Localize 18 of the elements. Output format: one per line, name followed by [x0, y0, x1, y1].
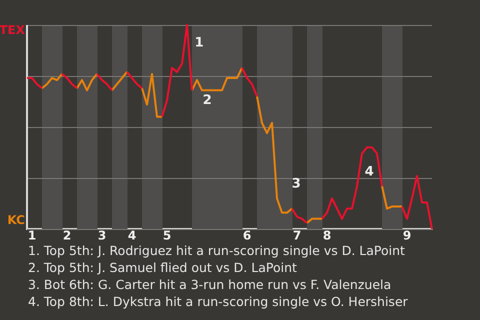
text: 3. Bot 6th: G. Carter hit a 3-run home run vs F. Valenzuela — [28, 276, 392, 293]
text: 2. Top 5th: J. Samuel flied out vs D. LaPoint — [28, 259, 298, 276]
x-tick-label: 7 — [292, 228, 302, 242]
annotation: 1 — [194, 36, 204, 51]
x-tick-label: 8 — [322, 228, 332, 242]
x-tick-label: 2 — [62, 228, 72, 242]
text: 1. Top 5th: J. Rodriguez hit a run-scoring single vs D. LaPoint — [28, 242, 406, 259]
x-tick-label: 5 — [162, 228, 172, 242]
x-tick-label: 3 — [98, 228, 106, 242]
x-tick-label: 9 — [402, 228, 412, 242]
x-tick-label: 1 — [28, 228, 36, 242]
text: KC — [7, 213, 26, 228]
annotation: 2 — [202, 92, 212, 108]
text: 4. Top 8th: L. Dykstra hit a run-scoring single vs O. Hershiser — [28, 293, 409, 310]
x-tick-label: 4 — [128, 228, 136, 242]
annotation: 4 — [364, 164, 374, 180]
annotation: 3 — [292, 176, 301, 192]
x-tick-label: 6 — [242, 228, 252, 242]
